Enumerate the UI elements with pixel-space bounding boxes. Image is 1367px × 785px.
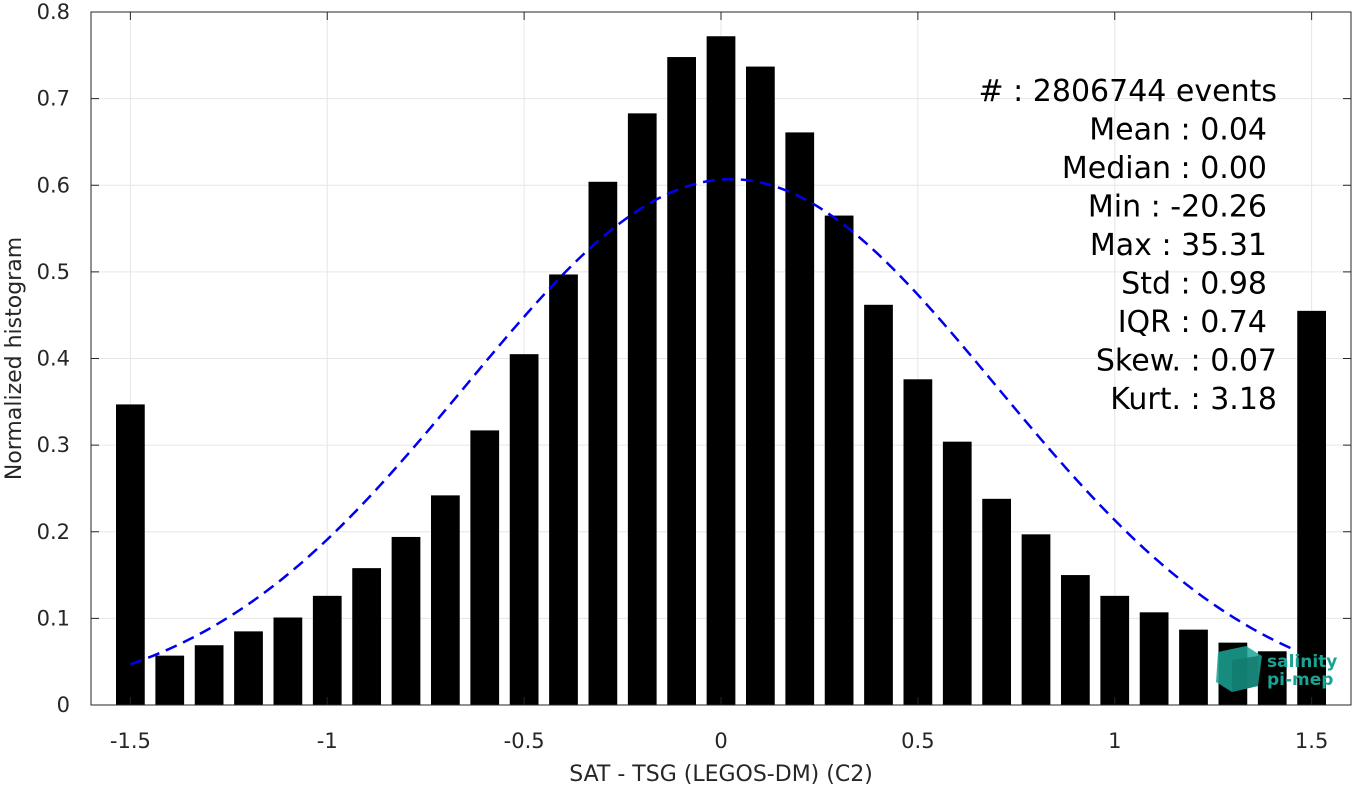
histogram-bar [864, 304, 893, 705]
histogram-bar [273, 617, 303, 705]
histogram-bar [1257, 651, 1287, 705]
histogram-bar [1100, 595, 1130, 705]
histogram-bar [903, 379, 933, 705]
histogram-bar [1297, 310, 1326, 705]
y-tick-label: 0.6 [37, 173, 70, 197]
histogram-bar [391, 536, 421, 705]
histogram-bar [509, 354, 539, 705]
y-tick-label: 0.3 [37, 433, 70, 457]
y-tick-label: 0.2 [37, 520, 70, 544]
histogram-bar [194, 645, 224, 705]
histogram-bar [1061, 575, 1090, 705]
stats-line: # : 2806744 events [978, 74, 1277, 109]
stats-line: Median : 0.00 [1062, 151, 1267, 186]
y-tick-label: 0.8 [37, 0, 70, 24]
histogram-bars [116, 36, 1326, 706]
histogram-bar [549, 274, 578, 705]
histogram-bar [785, 132, 815, 705]
stats-line: Mean : 0.04 [1089, 113, 1267, 148]
histogram-bar [588, 181, 618, 705]
histogram-bar [234, 631, 263, 705]
stats-line: IQR : 0.74 [1118, 305, 1267, 340]
histogram-bar [312, 595, 342, 705]
y-tick-label: 0 [57, 693, 70, 717]
histogram-bar [155, 655, 185, 705]
x-tick-label: 1.5 [1295, 729, 1328, 753]
y-tick-label: 0.5 [37, 260, 70, 284]
histogram-bar [706, 36, 736, 705]
stats-line: Min : -20.26 [1088, 190, 1267, 225]
histogram-bar [942, 441, 972, 705]
x-tick-label: 1 [1108, 729, 1121, 753]
x-axis-ticks: -1.5 -1 -0.5 0 0.5 1 1.5 [110, 12, 1328, 753]
logo-text-line2: pi-mep [1267, 670, 1333, 690]
salinity-pimep-logo: salinity pi-mep [1216, 646, 1337, 692]
cube-icon [1216, 646, 1262, 692]
histogram-bar [431, 495, 460, 705]
x-tick-label: -1.5 [110, 729, 151, 753]
histogram-bar [470, 430, 500, 705]
y-axis-label: Normalized histogram [2, 237, 27, 480]
histogram-bar [824, 215, 854, 705]
histogram-bar [1139, 612, 1169, 705]
histogram-bar [1021, 534, 1051, 705]
x-axis-label: SAT - TSG (LEGOS-DM) (C2) [569, 762, 873, 785]
y-tick-label: 0.1 [37, 606, 70, 630]
histogram-bar [116, 404, 145, 705]
histogram-bar [1179, 629, 1208, 705]
histogram-bar [627, 113, 657, 705]
histogram-bar [352, 568, 381, 705]
stats-line: Max : 35.31 [1090, 228, 1267, 263]
histogram-bar [982, 498, 1011, 705]
y-tick-label: 0.7 [37, 87, 70, 111]
x-tick-label: 0 [714, 729, 727, 753]
y-tick-label: 0.4 [37, 347, 70, 371]
x-tick-label: -0.5 [504, 729, 545, 753]
stats-line: Skew. : 0.07 [1096, 344, 1277, 379]
y-axis-ticks: 0 0.1 0.2 0.3 0.4 0.5 0.6 0.7 0.8 [37, 0, 1351, 717]
histogram-bar [667, 57, 696, 706]
stats-line: Std : 0.98 [1121, 267, 1267, 302]
gaussian-fit-curve [129, 177, 1293, 666]
stats-line: Kurt. : 3.18 [1110, 382, 1277, 417]
x-tick-label: -1 [317, 729, 338, 753]
logo-text-line1: salinity [1267, 652, 1337, 672]
x-tick-label: 0.5 [901, 729, 934, 753]
histogram-bar [746, 66, 775, 706]
